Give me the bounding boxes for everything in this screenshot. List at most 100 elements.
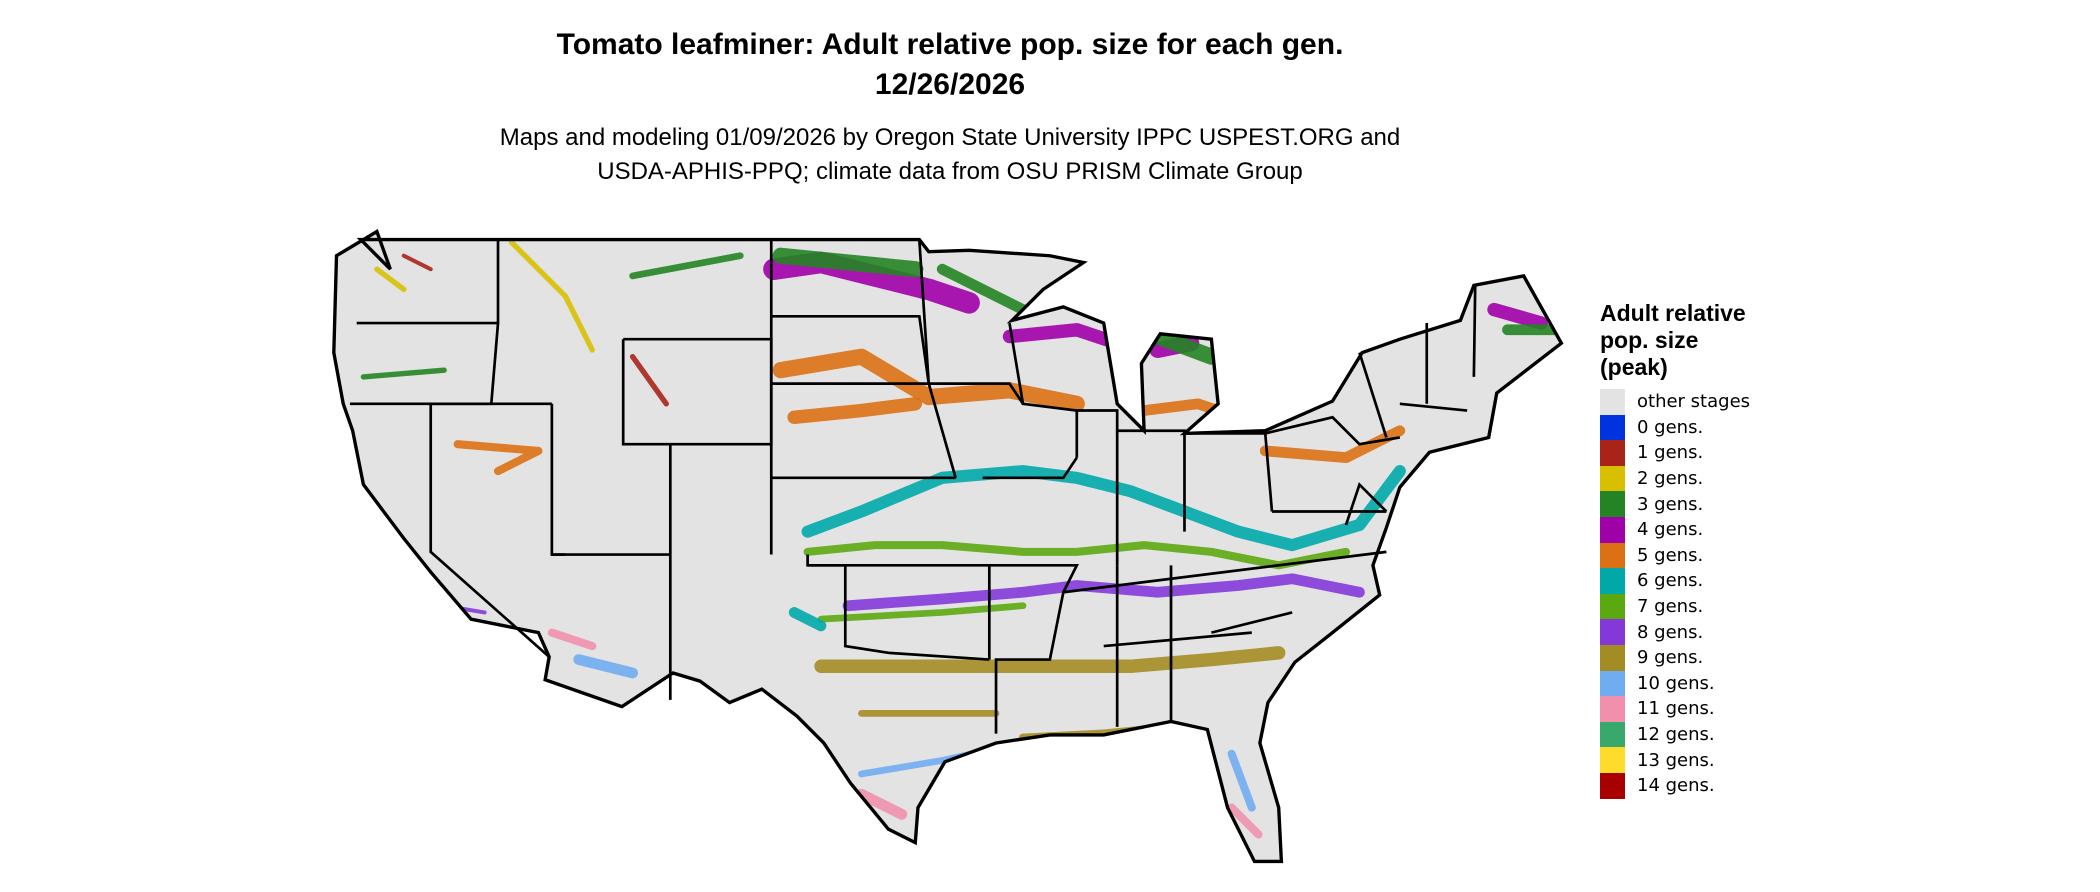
legend-label: 12 gens. [1637, 724, 1715, 746]
generation-band [1002, 323, 1124, 350]
legend-swatch [1600, 414, 1625, 441]
generation-band [629, 353, 669, 407]
legend-item: other stages [1600, 389, 1800, 415]
generation-band [453, 440, 543, 476]
legend-item: 7 gens. [1600, 593, 1800, 620]
generation-band [401, 253, 433, 272]
generation-band [1087, 253, 1107, 266]
legend-label: 14 gens. [1637, 775, 1715, 797]
state-border [1211, 611, 1293, 634]
legend-item: 14 gens. [1600, 772, 1800, 799]
legend-label: 0 gens. [1637, 416, 1704, 438]
legend-item: 2 gens. [1600, 465, 1800, 492]
legend-label: 4 gens. [1637, 519, 1704, 541]
generation-band [936, 263, 1029, 315]
generation-band [360, 367, 447, 380]
state-border [917, 239, 931, 384]
map-date: 12/26/2026 [874, 68, 1026, 101]
generation-band [374, 266, 407, 293]
legend-swatch [1600, 772, 1625, 799]
legend-swatch [1600, 696, 1625, 722]
state-border [807, 563, 990, 661]
generation-band [856, 788, 908, 820]
legend-label: 6 gens. [1637, 570, 1704, 592]
legend-label: 2 gens. [1637, 468, 1704, 490]
legend-label: 5 gens. [1637, 544, 1704, 566]
state-border [1472, 285, 1477, 377]
state-border [1358, 352, 1388, 438]
legend-item: 4 gens. [1600, 516, 1800, 543]
legend-item: 12 gens. [1600, 721, 1800, 748]
legend-item: 13 gens. [1600, 747, 1800, 773]
us-border [332, 229, 1564, 864]
legend-label: 13 gens. [1637, 749, 1715, 771]
map-title: Tomato leafminer: Adult relative pop. si… [556, 28, 1344, 61]
legend-item: 8 gens. [1600, 619, 1800, 645]
generation-band [1227, 749, 1256, 812]
generation-band [508, 239, 595, 353]
legend-item: 11 gens. [1600, 696, 1800, 722]
legend-label: 7 gens. [1637, 596, 1704, 618]
legend-item: 0 gens. [1600, 414, 1800, 441]
subtitle-line-1: Maps and modeling 01/09/2026 by Oregon S… [499, 124, 1401, 151]
generation-band [788, 607, 827, 632]
legend-swatch [1600, 670, 1625, 697]
generation-band [1227, 803, 1263, 839]
generation-band [629, 252, 744, 280]
generation-band [814, 646, 1286, 673]
generation-band [1149, 328, 1220, 365]
legend-label: 8 gens. [1637, 621, 1704, 643]
state-border [1264, 415, 1401, 446]
state-border [1117, 429, 1186, 532]
legend-label: 9 gens. [1637, 647, 1704, 669]
state-border [1344, 482, 1388, 526]
legend-item: 9 gens. [1600, 644, 1800, 671]
legend-item: 10 gens. [1600, 670, 1800, 697]
generation-band [803, 541, 1351, 570]
generation-band [817, 602, 1027, 623]
legend-item: 1 gens. [1600, 440, 1800, 466]
generation-band [801, 465, 1406, 552]
legend-swatch [1600, 465, 1625, 492]
generation-band [547, 628, 597, 651]
legend-swatch [1600, 440, 1625, 466]
legend-label: 1 gens. [1637, 442, 1704, 464]
legend-swatch [1600, 747, 1625, 773]
state-border [1103, 631, 1252, 648]
legend-item: 5 gens. [1600, 542, 1800, 569]
legend-swatch [1600, 491, 1625, 517]
generation-band [573, 654, 639, 679]
legend-swatch [1600, 389, 1625, 415]
legend-swatch [1600, 721, 1625, 748]
generation-band [1487, 302, 1548, 330]
legend-swatch [1600, 593, 1625, 620]
state-border [1008, 322, 1079, 458]
state-border [989, 563, 1079, 734]
legend-swatch [1600, 568, 1625, 594]
legend-swatch [1600, 516, 1625, 543]
state-border [806, 554, 991, 660]
legend-label: 10 gens. [1637, 672, 1715, 694]
generation-bands [360, 239, 1561, 844]
generation-band [787, 397, 923, 424]
generation-band [772, 348, 1085, 412]
legend-item: 6 gens. [1600, 568, 1800, 594]
state-border [982, 456, 1078, 480]
legend-title: Adult relative pop. size (peak) [1600, 300, 1800, 381]
legend-title-line: (peak) [1600, 354, 1668, 380]
subtitle-line-2: USDA-APHIS-PPQ; climate data from OSU PR… [597, 158, 1303, 185]
state-border [928, 382, 1025, 405]
legend-title-line: Adult relative [1600, 300, 1746, 326]
legend-label: 3 gens. [1637, 493, 1704, 515]
legend-label: 11 gens. [1637, 698, 1715, 720]
state-border [1399, 402, 1468, 412]
legend-swatch [1600, 644, 1625, 671]
legend-item: 3 gens. [1600, 491, 1800, 517]
legend-title-line: pop. size [1600, 327, 1699, 353]
legend-swatch [1600, 542, 1625, 569]
state-borders [349, 239, 1477, 734]
legend: Adult relative pop. size (peak) other st… [1600, 300, 1800, 799]
generation-band [772, 247, 924, 278]
state-border [429, 403, 551, 658]
